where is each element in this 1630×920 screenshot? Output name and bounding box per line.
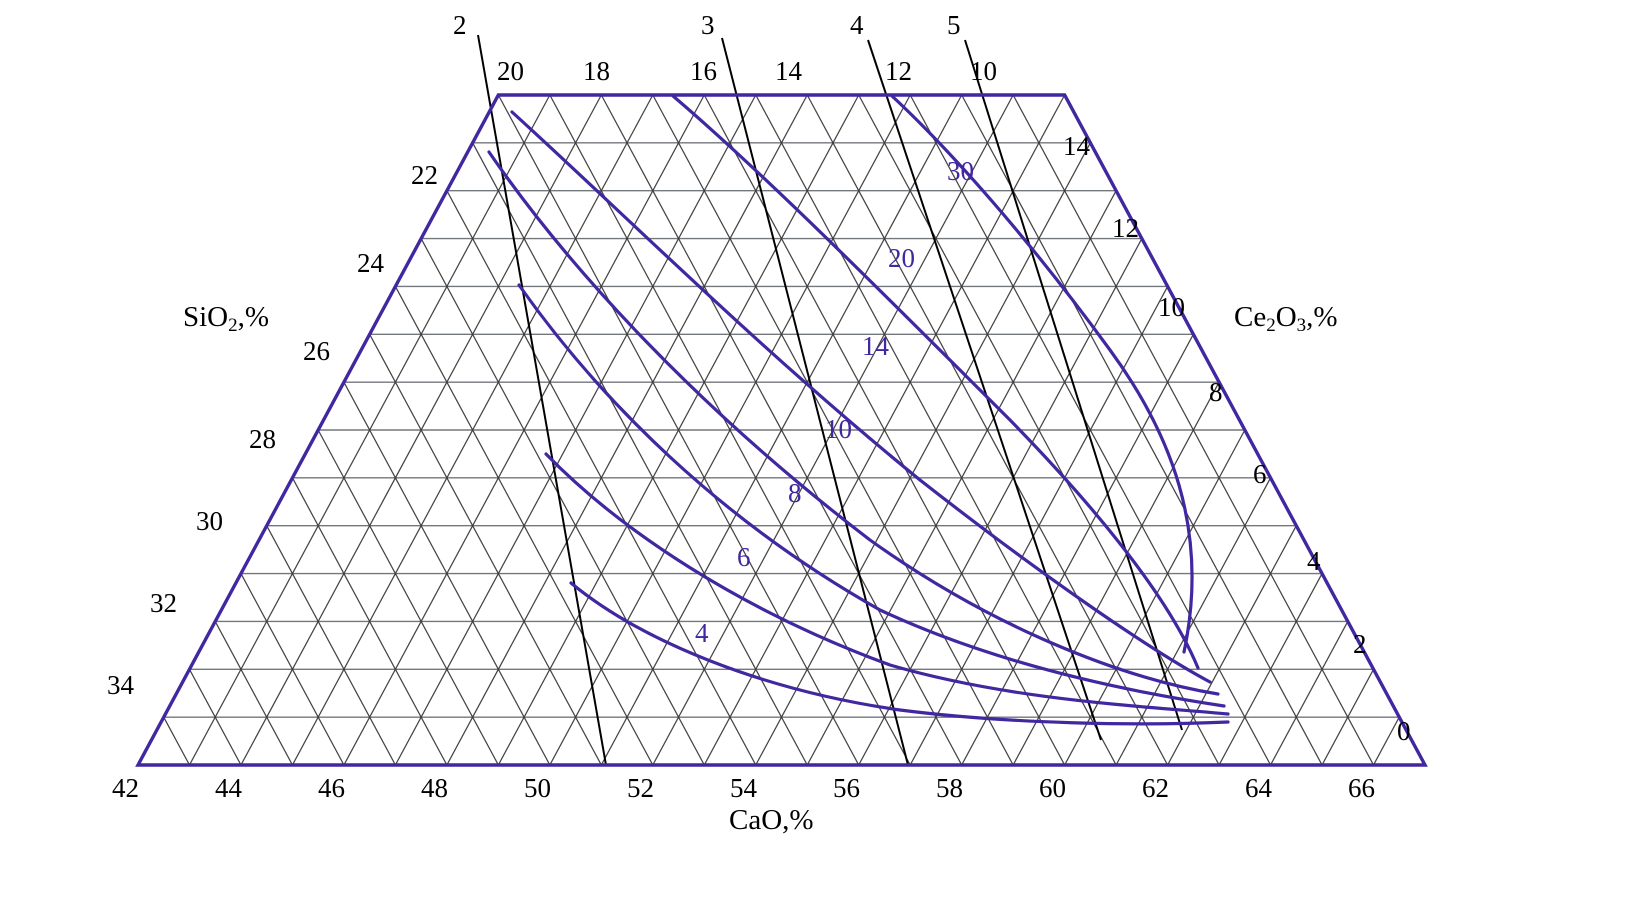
contour-label-14: 14 — [862, 331, 889, 361]
axis-title-left-sub: 2 — [228, 315, 238, 336]
right-tick-4: 6 — [1253, 459, 1267, 489]
axis-title-bottom: CaO,% — [729, 804, 814, 836]
bottom-tick-2: 46 — [318, 773, 345, 803]
bottom-tick-3: 48 — [421, 773, 448, 803]
contour-label-20: 20 — [888, 243, 915, 273]
left-tick-3: 28 — [249, 424, 276, 454]
bottom-tick-12: 66 — [1348, 773, 1375, 803]
leader-label-4: 4 — [850, 10, 864, 40]
bottom-tick-7: 56 — [833, 773, 860, 803]
top-tick-4: 12 — [885, 56, 912, 86]
axis-title-left: SiO2,% — [183, 301, 270, 336]
right-tick-2: 10 — [1158, 292, 1185, 322]
left-tick-4: 30 — [196, 506, 223, 536]
leader-label-2: 2 — [453, 10, 467, 40]
axis-title-left-main: SiO — [183, 301, 229, 333]
top-tick-3: 14 — [775, 56, 802, 86]
right-tick-7: 0 — [1397, 716, 1411, 746]
axis-title-left-tail: ,% — [237, 301, 270, 333]
left-tick-1: 24 — [357, 248, 384, 278]
left-tick-6: 34 — [107, 670, 134, 700]
axis-title-right-main: Ce — [1234, 301, 1267, 333]
bottom-tick-9: 60 — [1039, 773, 1066, 803]
axis-title-right-mid: O — [1275, 301, 1297, 333]
contour-label-30: 30 — [947, 156, 974, 186]
contour-lines-group — [487, 94, 1230, 726]
axis-title-right: Ce2O3,% — [1234, 301, 1338, 336]
right-tick-1: 12 — [1112, 213, 1139, 243]
left-tick-0: 22 — [411, 160, 438, 190]
top-tick-1: 18 — [583, 56, 610, 86]
bottom-tick-8: 58 — [936, 773, 963, 803]
contour-label-8: 8 — [788, 478, 802, 508]
left-tick-5: 32 — [150, 588, 177, 618]
contour-label-6: 6 — [737, 542, 751, 572]
leader-label-3: 3 — [701, 10, 715, 40]
bottom-tick-4: 50 — [524, 773, 551, 803]
bottom-tick-6: 54 — [730, 773, 757, 803]
left-tick-2: 26 — [303, 336, 330, 366]
bottom-tick-1: 44 — [215, 773, 242, 803]
contour-label-4: 4 — [695, 618, 709, 648]
leader-lines-group — [477, 34, 1183, 766]
top-tick-5: 10 — [970, 56, 997, 86]
top-tick-2: 16 — [690, 56, 717, 86]
right-tick-6: 2 — [1353, 629, 1367, 659]
bottom-tick-0: 42 — [112, 773, 139, 803]
right-tick-3: 8 — [1209, 377, 1223, 407]
bottom-tick-11: 64 — [1245, 773, 1272, 803]
bottom-tick-10: 62 — [1142, 773, 1169, 803]
right-tick-5: 4 — [1307, 546, 1321, 576]
diagram-boundary — [135, 93, 1428, 767]
contour-label-10: 10 — [825, 414, 852, 444]
leader-label-5: 5 — [947, 10, 961, 40]
right-tick-0: 14 — [1063, 131, 1090, 161]
axis-title-right-tail: ,% — [1306, 301, 1338, 333]
axis-title-right-sub2: 3 — [1296, 315, 1307, 336]
axis-title-right-sub1: 2 — [1266, 315, 1276, 336]
top-tick-0: 20 — [497, 56, 524, 86]
bottom-tick-5: 52 — [627, 773, 654, 803]
